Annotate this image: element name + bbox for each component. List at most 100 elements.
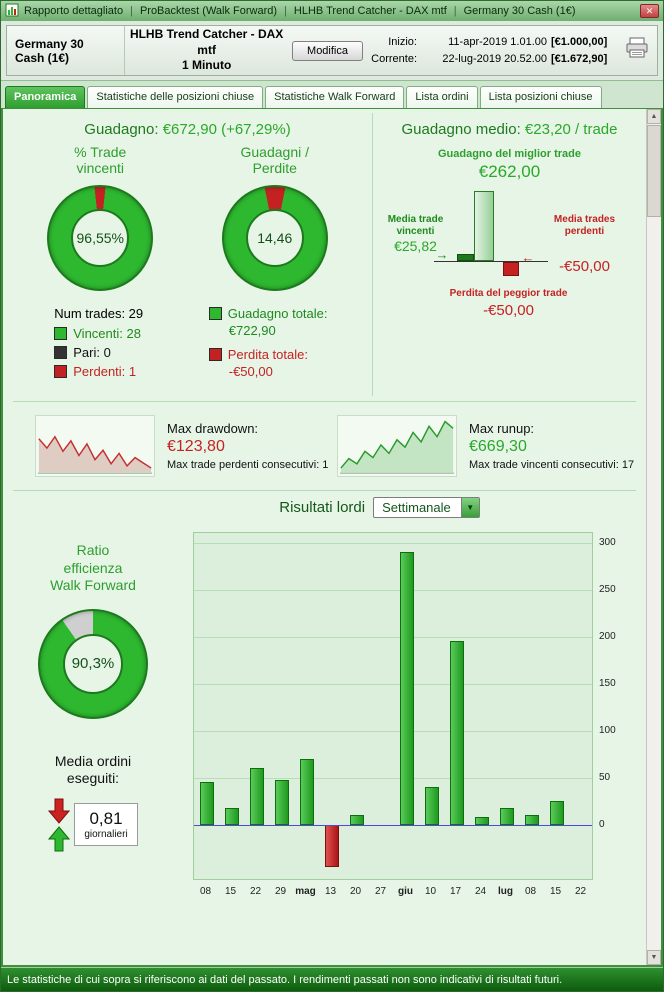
results-header: Risultati lordi Settimanale ▼ xyxy=(58,497,646,519)
legend-swatch xyxy=(54,327,68,341)
avg-orders-value: 0,81 xyxy=(89,809,123,829)
y-axis-label: 200 xyxy=(599,630,616,642)
report-header: Germany 30 Cash (1€) HLHB Trend Catcher … xyxy=(1,21,663,81)
result-bar xyxy=(199,782,214,825)
scrollbar-track[interactable] xyxy=(647,124,661,950)
x-axis-label: 08 xyxy=(524,886,537,898)
runup-sub: Max trade vincenti consecutivi: 17 xyxy=(469,459,635,472)
result-bar xyxy=(274,779,289,825)
select-arrow-icon[interactable]: ▼ xyxy=(460,498,479,518)
scrollbar-thumb[interactable] xyxy=(647,125,661,217)
tab-4[interactable]: Lista ordini xyxy=(406,86,478,108)
profit-factor-value: 14,46 xyxy=(245,209,304,268)
tab-1[interactable]: Panoramica xyxy=(5,86,86,108)
strategy-title: HLHB Trend Catcher - DAX mtf xyxy=(129,27,284,57)
result-bar xyxy=(449,641,464,825)
results-plot xyxy=(193,532,593,881)
legend-item: Pari: 0 xyxy=(54,345,180,360)
drawdown-block: Max drawdown: €123,80 Max trade perdenti… xyxy=(35,415,337,478)
drawdown-text: Max drawdown: €123,80 Max trade perdenti… xyxy=(167,421,328,471)
printer-icon[interactable] xyxy=(625,37,649,64)
x-axis-label: 15 xyxy=(224,886,237,898)
scroll-down-icon[interactable]: ▼ xyxy=(647,950,661,965)
results-chart: 0 50 100 150 200 250 300 08 15 22 29 mag 13 20 27 giu 10… xyxy=(183,526,646,918)
vertical-scrollbar[interactable]: ▲ ▼ xyxy=(646,109,661,965)
avg-orders-widget: 0,81 giornalieri xyxy=(3,798,183,852)
results-section: Risultati lordi Settimanale ▼ Ratio effi… xyxy=(3,497,646,918)
total-label: Guadagno totale: xyxy=(227,306,328,322)
x-axis-label: 10 xyxy=(424,886,437,898)
total-swatch xyxy=(208,348,222,362)
runup-block: Max runup: €669,30 Max trade vincenti co… xyxy=(337,415,639,478)
strategy-timeframe: 1 Minuto xyxy=(181,58,232,73)
win-rate-title: % Trade vincenti xyxy=(74,144,127,177)
x-axis-label: 24 xyxy=(474,886,487,898)
wf-ratio-value: 90,3% xyxy=(63,633,123,694)
title-bar: Rapporto dettagliato | ProBacktest (Walk F… xyxy=(1,1,663,21)
overview-right-column: Guadagno medio: €23,20 / trade Guadagno … xyxy=(373,113,646,396)
title-segment: Germany 30 Cash (1€) xyxy=(463,5,576,17)
result-bar xyxy=(324,824,339,868)
totals-legend: Guadagno totale: €722,90 Perdita totale: -€… xyxy=(208,306,355,379)
avg-win-label: Media trade vincenti xyxy=(387,214,444,237)
scroll-up-icon[interactable]: ▲ xyxy=(647,109,661,124)
profit-factor-title: Guadagni / Perdite xyxy=(240,144,310,177)
report-content: Guadagno: €672,90 (+67,29%) % Trade vinc… xyxy=(3,109,646,965)
x-axis-label: 13 xyxy=(324,886,337,898)
period-select[interactable]: Settimanale ▼ xyxy=(373,497,480,519)
y-axis-label: 150 xyxy=(599,677,616,689)
win-rate-value: 96,55% xyxy=(71,209,130,268)
gridline xyxy=(194,589,592,591)
total-value: €722,90 xyxy=(228,323,276,339)
title-separator: | xyxy=(453,5,457,17)
runup-value: €669,30 xyxy=(469,438,527,456)
title-separator: | xyxy=(130,5,133,17)
legend-swatch xyxy=(54,365,68,379)
avg-win-value: €25,82 xyxy=(394,238,437,254)
best-trade-bar xyxy=(473,191,494,261)
tab-5[interactable]: Lista posizioni chiuse xyxy=(479,86,602,108)
avg-loss-value: -€50,00 xyxy=(559,258,610,275)
y-axis-label: 250 xyxy=(599,583,616,595)
order-arrows xyxy=(48,798,71,852)
gridline xyxy=(194,542,592,544)
result-bar xyxy=(224,807,239,825)
legend-label: Perdenti: 1 xyxy=(73,364,137,380)
total-item: Perdita totale: -€50,00 xyxy=(208,347,355,379)
wf-ratio-title: Ratio efficienza Walk Forward xyxy=(50,542,136,594)
result-bar xyxy=(524,815,539,825)
gain-value: €672,90 (+67,29%) xyxy=(162,121,291,138)
modify-button[interactable]: Modifica xyxy=(292,40,363,61)
buy-arrow-icon xyxy=(48,825,71,852)
gridline xyxy=(194,730,592,732)
title-segment: ProBacktest (Walk Forward) xyxy=(139,5,278,17)
current-date-row: Corrente: 22-lug-2019 20.52.00 [€1.672,9… xyxy=(363,51,623,68)
result-bar xyxy=(299,758,314,825)
result-bar xyxy=(499,807,514,825)
sell-arrow-icon xyxy=(48,798,71,824)
date-range: Inizio: 11-apr-2019 1.01.00 [€1.000,00] … xyxy=(363,34,623,67)
legend-swatch xyxy=(54,346,68,360)
avg-gain-heading: Guadagno medio: €23,20 / trade xyxy=(373,121,646,138)
tab-3[interactable]: Statistiche Walk Forward xyxy=(265,86,405,108)
x-axis-label: mag xyxy=(295,886,316,898)
trades-legend: Vincenti: 28 Pari: 0 Perdenti: 1 xyxy=(54,326,180,379)
avg-orders-unit: giornalieri xyxy=(84,829,128,841)
strategy-name: HLHB Trend Catcher - DAX mtf 1 Minuto xyxy=(125,27,288,74)
gain-label: Guadagno: xyxy=(84,121,159,138)
x-axis-label: 15 xyxy=(549,886,562,898)
tab-2[interactable]: Statistiche delle posizioni chiuse xyxy=(87,86,264,108)
runup-text: Max runup: €669,30 Max trade vincenti co… xyxy=(469,421,634,471)
avg-loss-arrow-icon: ← xyxy=(521,250,535,265)
start-equity: [€1.000,00] xyxy=(551,36,608,48)
legend-item: Perdenti: 1 xyxy=(54,364,180,379)
num-trades-label: Num trades: 29 xyxy=(54,306,144,322)
drawdown-sparkline xyxy=(35,415,155,478)
status-bar: Le statistiche di cui sopra si riferisco… xyxy=(1,967,663,991)
current-date: 22-lug-2019 20.52.00 xyxy=(442,52,547,65)
y-axis-label: 0 xyxy=(599,818,605,830)
status-text: Le statistiche di cui sopra si riferisco… xyxy=(7,973,563,986)
close-icon[interactable]: ✕ xyxy=(640,4,659,18)
x-axis-label: 22 xyxy=(574,886,587,898)
tab-bar: Panoramica Statistiche delle posizioni ch… xyxy=(1,81,663,108)
